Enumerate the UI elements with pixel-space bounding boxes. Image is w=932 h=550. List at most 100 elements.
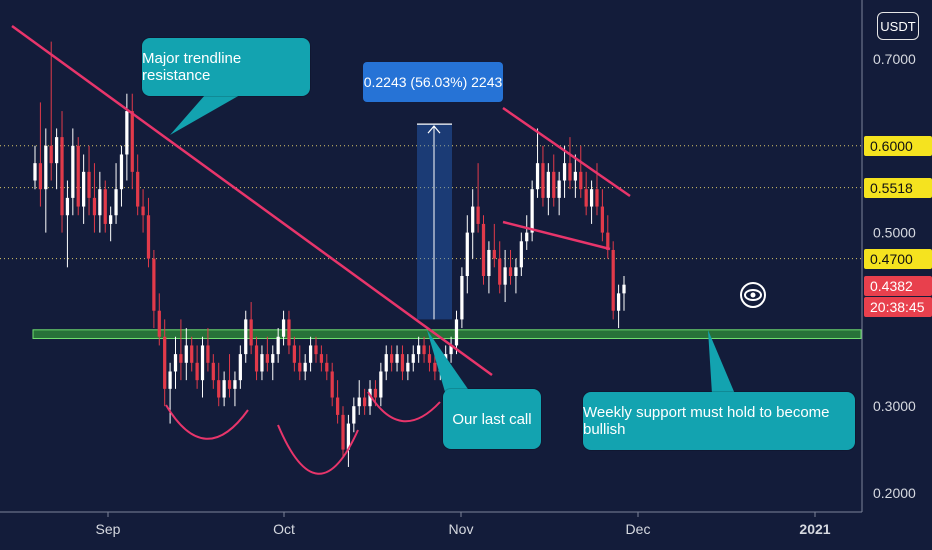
candle-body: [103, 189, 107, 224]
candle: [238, 345, 242, 389]
candle-body: [49, 145, 53, 164]
candle-body: [352, 406, 356, 424]
resistance-callout: Major trendline resistance: [142, 38, 310, 96]
candle-body: [238, 354, 242, 381]
candle-body: [335, 397, 340, 415]
x-tick-label: Dec: [626, 521, 651, 537]
candle: [157, 293, 161, 346]
candle: [346, 414, 351, 467]
candle-body: [422, 345, 426, 355]
candle: [519, 232, 523, 276]
candle: [76, 137, 80, 216]
support-callout-pointer: [708, 330, 735, 394]
candle-body: [622, 284, 626, 294]
candle: [211, 354, 215, 389]
y-tick-label: 0.7000: [873, 51, 916, 67]
candle: [119, 145, 124, 207]
candle: [492, 223, 496, 268]
candle: [395, 345, 399, 372]
candle-body: [460, 276, 464, 320]
candle: [54, 128, 59, 190]
candle-body: [249, 319, 253, 346]
candle-body: [395, 354, 399, 363]
candle-body: [476, 206, 480, 224]
candle-body: [562, 163, 567, 181]
candle-body: [303, 362, 307, 372]
candle-body: [449, 345, 453, 355]
candle-body: [427, 354, 432, 363]
candle: [368, 380, 372, 415]
candle: [222, 371, 226, 407]
candle-body: [606, 232, 610, 250]
eye-icon[interactable]: [736, 280, 770, 315]
candle: [503, 249, 507, 303]
candle: [433, 354, 437, 381]
candle-body: [163, 336, 167, 389]
price-tag-0.4700: 0.4700: [864, 248, 932, 269]
candle: [271, 345, 275, 381]
candle-body: [400, 354, 405, 372]
candle-body: [314, 345, 318, 355]
candle: [579, 145, 583, 198]
candle: [136, 154, 140, 216]
candle: [530, 180, 534, 242]
candle: [476, 163, 480, 233]
candle-body: [595, 189, 599, 207]
candle: [190, 336, 194, 372]
candle: [217, 362, 221, 407]
candle-body: [465, 232, 469, 276]
candle: [65, 180, 70, 268]
time-axis-ticks: Sep Oct Nov Dec 2021: [96, 512, 831, 537]
candle: [179, 319, 183, 381]
candle: [44, 128, 48, 233]
candle: [568, 137, 572, 190]
candle: [276, 328, 280, 363]
candle-body: [525, 232, 529, 242]
candle: [109, 206, 113, 242]
candle: [465, 215, 469, 294]
candle-body: [487, 249, 491, 276]
candle: [163, 319, 167, 407]
candle-body: [136, 171, 140, 207]
candle-body: [433, 362, 437, 372]
candle-body: [508, 267, 513, 276]
candle: [330, 362, 334, 407]
candle-body: [292, 345, 296, 363]
y-tick-label: 0.5000: [873, 225, 916, 241]
candle-body: [417, 345, 421, 355]
left-shoulder-arc: [165, 404, 249, 440]
candle: [508, 249, 513, 285]
candle: [206, 328, 210, 372]
candle: [141, 189, 145, 233]
candle-body: [125, 111, 129, 155]
candle-body: [244, 319, 248, 355]
candle: [562, 145, 567, 198]
candle-body: [368, 388, 372, 407]
candle-body: [271, 354, 275, 363]
candles-group: [33, 41, 626, 467]
candle-body: [71, 145, 75, 198]
candle: [379, 362, 383, 407]
measure-label-box: 0.2243 (56.03%) 2243: [363, 62, 503, 102]
candle-body: [130, 111, 134, 172]
currency-button[interactable]: USDT: [877, 12, 919, 40]
candle-body: [141, 206, 145, 216]
candle: [254, 336, 259, 381]
candle: [335, 380, 340, 424]
candle: [481, 215, 486, 285]
candle-body: [519, 241, 523, 268]
candle: [514, 258, 518, 294]
candle-body: [60, 137, 64, 216]
candle-body: [254, 345, 259, 372]
candle-body: [87, 171, 91, 198]
candle-body: [146, 215, 151, 259]
candle-body: [579, 171, 583, 190]
candle-body: [546, 171, 550, 198]
candle-body: [98, 189, 102, 216]
candle: [557, 171, 561, 216]
y-tick-label: 0.3000: [873, 398, 916, 414]
candle: [146, 197, 151, 268]
candle: [298, 345, 302, 381]
candle-body: [454, 319, 459, 346]
candle: [33, 145, 37, 190]
